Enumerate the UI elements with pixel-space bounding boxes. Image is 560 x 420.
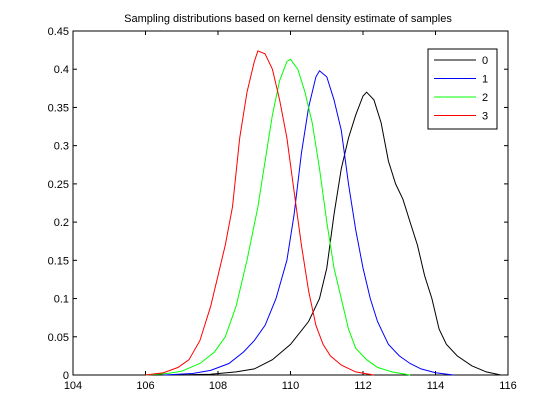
y-tick-label: 0.25 [48,179,69,191]
legend-label-2: 2 [482,92,488,104]
y-tick-label: 0.2 [54,217,69,229]
series-line-0 [174,91,501,376]
x-tick-label: 116 [499,380,517,392]
x-tick-label: 110 [282,380,300,392]
y-axis: 0 0.05 0.1 0.15 0.2 0.25 0.3 0.35 0.4 0.45 [48,26,508,382]
series-lines [145,50,501,376]
y-tick-label: 0.15 [48,255,69,267]
y-tick-label: 0.4 [54,64,69,76]
x-axis: 104 106 108 110 112 114 116 [64,31,517,392]
y-tick-label: 0.1 [54,294,69,306]
x-tick-label: 104 [64,380,82,392]
x-tick-label: 112 [354,380,372,392]
legend-label-3: 3 [482,111,488,123]
series-line-3 [145,50,374,376]
legend-label-0: 0 [482,55,488,67]
y-tick-label: 0.45 [48,26,69,38]
series-line-2 [145,58,411,376]
y-tick-label: 0.35 [48,102,69,114]
chart-title: Sampling distributions based on kernel d… [124,13,452,25]
legend: 0 1 2 3 [427,48,498,130]
y-tick-label: 0 [63,370,69,382]
y-tick-label: 0.05 [48,332,69,344]
x-tick-label: 108 [209,380,227,392]
x-tick-label: 114 [427,380,445,392]
series-line-1 [163,70,454,376]
y-tick-label: 0.3 [54,141,69,153]
x-tick-label: 106 [136,380,154,392]
legend-label-1: 1 [482,74,488,86]
